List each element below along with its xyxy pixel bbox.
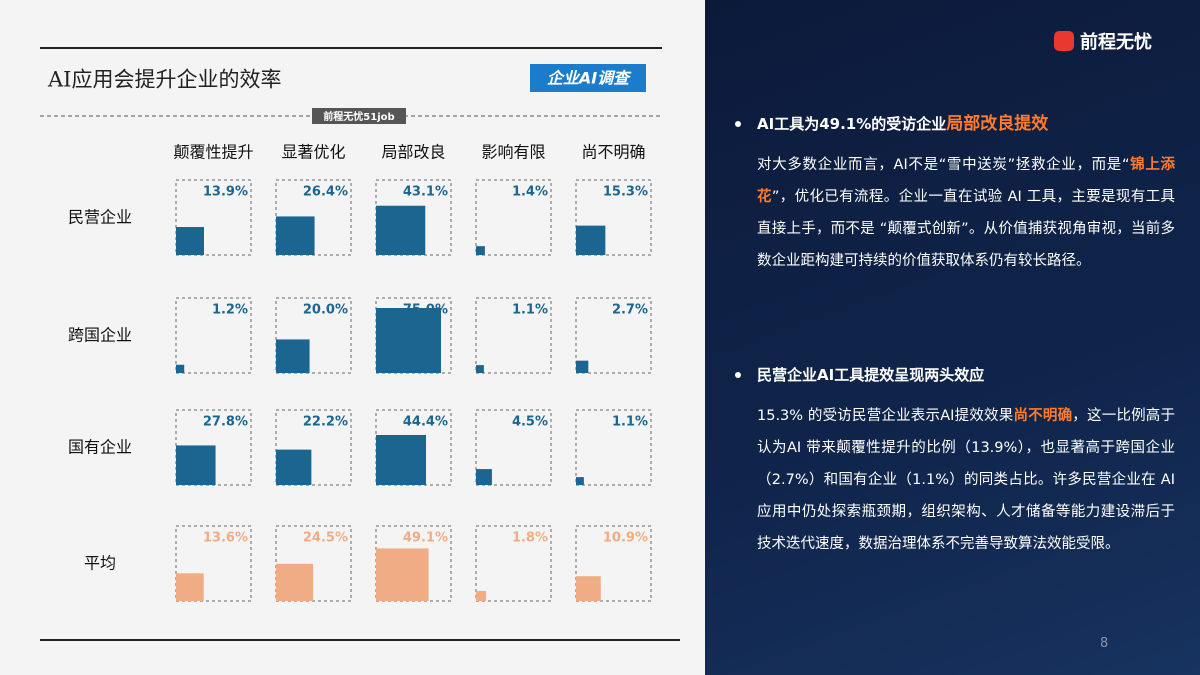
- square: [376, 434, 427, 485]
- section-heading: AI工具为49.1%的受访企业局部改良提效: [735, 113, 1175, 135]
- square: [376, 548, 429, 601]
- text: AI工具为49.1%的受访企业: [757, 115, 947, 133]
- square: [276, 563, 314, 601]
- square: [476, 469, 492, 485]
- source-bg: [312, 108, 406, 124]
- square: [276, 449, 312, 485]
- cell-frame: [475, 179, 552, 256]
- section: AI工具为49.1%的受访企业局部改良提效对大多数企业而言，AI不是“雪中送炭”…: [735, 113, 1175, 277]
- cell-frame: [575, 525, 652, 602]
- square: [476, 246, 485, 255]
- tag-bg: [530, 64, 646, 92]
- cell-frame: [575, 297, 652, 374]
- square: [576, 225, 606, 255]
- row-label: 跨国企业: [68, 326, 132, 345]
- source: 前程无忧51job: [323, 110, 394, 123]
- value-label: 10.9%: [603, 531, 648, 546]
- highlight-text: 尚不明确: [1013, 408, 1073, 424]
- square: [576, 576, 601, 601]
- column-label: 影响有限: [481, 143, 545, 162]
- square: [176, 445, 216, 485]
- brand: 前程无忧: [1054, 28, 1152, 54]
- value-label: 26.4%: [303, 185, 348, 200]
- value-label: 44.4%: [403, 415, 448, 430]
- value-label: 24.5%: [303, 531, 348, 546]
- square: [476, 590, 487, 601]
- cell-frame: [475, 297, 552, 374]
- value-label: 1.4%: [512, 185, 548, 200]
- value-label: 20.0%: [303, 303, 348, 318]
- column-label: 局部改良: [381, 143, 445, 162]
- square: [576, 360, 589, 373]
- column-label: 颠覆性提升: [173, 143, 253, 162]
- text: ，这一比例高于认为AI 带来颠覆性提升的比例（13.9%），也显著高于跨国企业（…: [757, 408, 1176, 552]
- page-number: 8: [1100, 636, 1109, 651]
- section-body: 对大多数企业而言，AI不是“雪中送炭”拯救企业，而是“锦上添花”，优化已有流程。…: [735, 149, 1175, 277]
- cell-frame: [275, 297, 352, 374]
- row-label: 平均: [84, 554, 116, 573]
- cell-frame: [275, 409, 352, 486]
- cell-frame: [275, 525, 352, 602]
- value-label: 43.1%: [403, 185, 448, 200]
- section-heading: 民营企业AI工具提效呈现两头效应: [735, 364, 1175, 386]
- square: [276, 339, 310, 373]
- value-label: 13.9%: [203, 185, 248, 200]
- value-label: 75.0%: [403, 303, 448, 318]
- text: 民营企业AI工具提效呈现两头效应: [757, 366, 985, 384]
- cell-frame: [175, 297, 252, 374]
- square: [176, 227, 204, 255]
- value-label: 27.8%: [203, 415, 248, 430]
- text-panel: 前程无忧 AI工具为49.1%的受访企业局部改良提效对大多数企业而言，AI不是“…: [705, 0, 1200, 675]
- text: 15.3% 的受访民营企业表示AI提效效果: [757, 408, 1014, 424]
- value-label: 1.1%: [512, 303, 548, 318]
- text: 对大多数企业而言，AI不是“雪中送炭”拯救企业，而是“: [757, 157, 1130, 173]
- square: [476, 365, 484, 373]
- section-body: 15.3% 的受访民营企业表示AI提效效果尚不明确，这一比例高于认为AI 带来颠…: [735, 400, 1175, 560]
- row-label: 国有企业: [68, 438, 132, 457]
- chart: AI应用会提升企业的效率 企业AI调查 前程无忧51job 颠覆性提升 显著优化 局…: [40, 47, 680, 641]
- column-label: 显著优化: [281, 143, 345, 162]
- value-label: 4.5%: [512, 415, 548, 430]
- value-label: 22.2%: [303, 415, 348, 430]
- square: [376, 205, 426, 255]
- value-label: 1.8%: [512, 531, 548, 546]
- highlight-text: 锦上添花: [757, 157, 1175, 205]
- value-label: 49.1%: [403, 531, 448, 546]
- square: [176, 573, 204, 601]
- highlight-text: 局部改良提效: [946, 114, 1049, 134]
- cell-frame: [175, 179, 252, 256]
- chart-title: AI应用会提升企业的效率: [47, 68, 281, 92]
- square: [176, 364, 185, 373]
- cell-frame: [475, 525, 552, 602]
- value-label: 1.2%: [212, 303, 248, 318]
- logo: [1054, 31, 1074, 51]
- cell-frame: [475, 409, 552, 486]
- value-label: 2.7%: [612, 303, 648, 318]
- tag: 企业AI调查: [547, 69, 632, 88]
- value-label: 15.3%: [603, 185, 648, 200]
- cell-frame: [575, 409, 652, 486]
- square: [276, 216, 315, 255]
- brand-name: 前程无忧: [1080, 32, 1152, 53]
- cell-frame: [175, 525, 252, 602]
- cell-frame: [575, 179, 652, 256]
- row-label: 民营企业: [68, 208, 132, 227]
- text: ”，优化已有流程。企业一直在试验 AI 工具，主要是现有工具直接上手，而不是 “…: [757, 189, 1175, 269]
- value-label: 1.1%: [612, 415, 648, 430]
- square: [376, 308, 441, 373]
- section: 民营企业AI工具提效呈现两头效应 15.3% 的受访民营企业表示AI提效效果尚不明…: [735, 364, 1175, 560]
- value-label: 13.6%: [203, 531, 248, 546]
- column-label: 尚不明确: [581, 143, 645, 162]
- square: [576, 477, 584, 485]
